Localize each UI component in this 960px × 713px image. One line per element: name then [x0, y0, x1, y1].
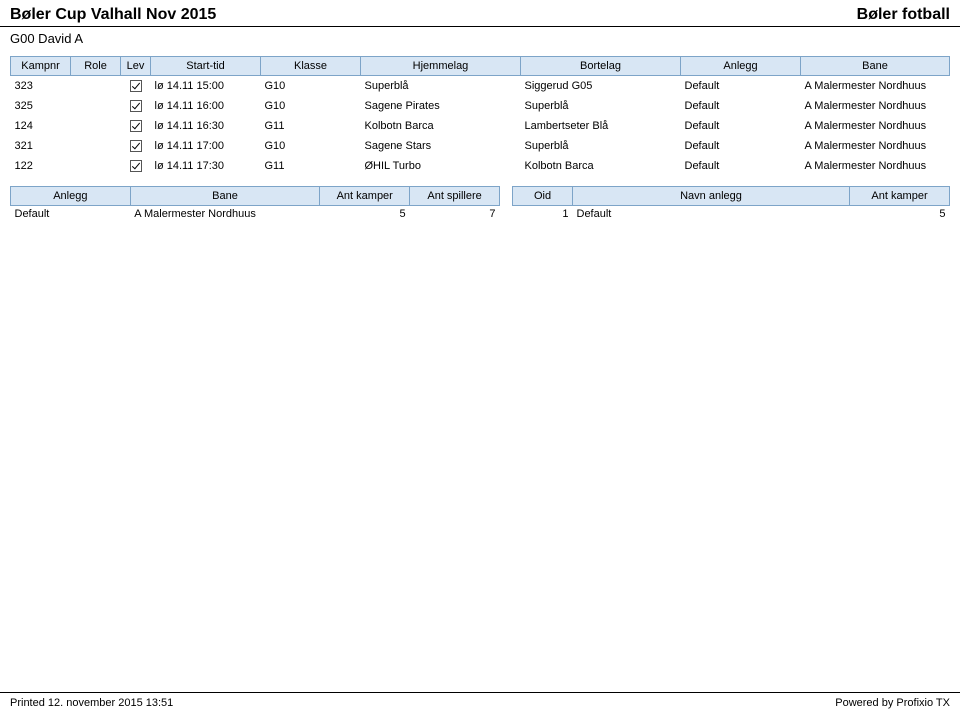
table-cell: A Malermester Nordhuus — [801, 136, 950, 156]
col-role: Role — [71, 57, 121, 76]
page-title-right: Bøler fotball — [857, 6, 950, 24]
table-cell: 5 — [850, 205, 950, 222]
team-subtitle: G00 David A — [0, 27, 960, 56]
table-cell: Superblå — [521, 96, 681, 116]
table-cell — [71, 76, 121, 96]
table-cell: 122 — [11, 156, 71, 176]
col-start: Start-tid — [151, 57, 261, 76]
table-cell: Sagene Stars — [361, 136, 521, 156]
table-cell: lø 14.11 17:00 — [151, 136, 261, 156]
lev-checkbox[interactable] — [130, 120, 142, 132]
col-anlegg: Anlegg — [681, 57, 801, 76]
table-cell: Superblå — [361, 76, 521, 96]
footer-powered: Powered by Profixio TX — [835, 697, 950, 709]
table-cell: Lambertseter Blå — [521, 116, 681, 136]
table-cell: ØHIL Turbo — [361, 156, 521, 176]
lev-cell — [121, 76, 151, 96]
table-row: 323 lø 14.11 15:00G10SuperblåSiggerud G05… — [11, 76, 950, 96]
table-cell: Default — [681, 116, 801, 136]
table-cell: 5 — [320, 205, 410, 222]
table-row: DefaultA Malermester Nordhuus57 — [11, 205, 500, 222]
lev-checkbox[interactable] — [130, 140, 142, 152]
table-cell: G10 — [261, 76, 361, 96]
page-title-left: Bøler Cup Valhall Nov 2015 — [10, 6, 216, 24]
table-cell: G10 — [261, 136, 361, 156]
table-cell: Kolbotn Barca — [361, 116, 521, 136]
col-sr-kamper: Ant kamper — [850, 186, 950, 205]
col-klasse: Klasse — [261, 57, 361, 76]
table-cell: Default — [681, 96, 801, 116]
matches-table: Kampnr Role Lev Start-tid Klasse Hjemmel… — [10, 56, 950, 176]
table-cell: Default — [681, 136, 801, 156]
col-bane: Bane — [801, 57, 950, 76]
col-bortelag: Bortelag — [521, 57, 681, 76]
col-sr-oid: Oid — [513, 186, 573, 205]
table-cell: A Malermester Nordhuus — [801, 96, 950, 116]
table-cell: G11 — [261, 116, 361, 136]
table-row: 325 lø 14.11 16:00G10Sagene PiratesSuperb… — [11, 96, 950, 116]
table-cell: G10 — [261, 96, 361, 116]
table-cell: Default — [681, 76, 801, 96]
table-cell — [71, 116, 121, 136]
table-cell: lø 14.11 16:30 — [151, 116, 261, 136]
lev-checkbox[interactable] — [130, 100, 142, 112]
lev-cell — [121, 116, 151, 136]
col-lev: Lev — [121, 57, 151, 76]
table-cell: 7 — [410, 205, 500, 222]
table-cell: G11 — [261, 156, 361, 176]
col-sl-bane: Bane — [130, 186, 320, 205]
col-sl-spillere: Ant spillere — [410, 186, 500, 205]
table-cell: 321 — [11, 136, 71, 156]
venue-summary-table: Anlegg Bane Ant kamper Ant spillere Defa… — [10, 186, 500, 222]
col-kampnr: Kampnr — [11, 57, 71, 76]
table-cell: Superblå — [521, 136, 681, 156]
lev-cell — [121, 156, 151, 176]
lev-checkbox[interactable] — [130, 160, 142, 172]
table-cell: Sagene Pirates — [361, 96, 521, 116]
table-cell: Kolbotn Barca — [521, 156, 681, 176]
table-cell: lø 14.11 15:00 — [151, 76, 261, 96]
lev-checkbox[interactable] — [130, 80, 142, 92]
table-cell: 1 — [513, 205, 573, 222]
table-cell — [71, 96, 121, 116]
footer-printed: Printed 12. november 2015 13:51 — [10, 697, 173, 709]
table-cell — [71, 136, 121, 156]
table-cell: A Malermester Nordhuus — [130, 205, 320, 222]
table-row: 1Default5 — [513, 205, 950, 222]
table-cell: lø 14.11 16:00 — [151, 96, 261, 116]
col-sr-navn: Navn anlegg — [573, 186, 850, 205]
table-cell: Siggerud G05 — [521, 76, 681, 96]
table-cell: Default — [11, 205, 131, 222]
col-sl-anlegg: Anlegg — [11, 186, 131, 205]
col-hjemmelag: Hjemmelag — [361, 57, 521, 76]
table-cell: lø 14.11 17:30 — [151, 156, 261, 176]
table-cell: 323 — [11, 76, 71, 96]
oid-summary-table: Oid Navn anlegg Ant kamper 1Default5 — [512, 186, 950, 222]
table-cell — [71, 156, 121, 176]
table-cell: 325 — [11, 96, 71, 116]
table-cell: 124 — [11, 116, 71, 136]
table-cell: Default — [573, 205, 850, 222]
table-cell: A Malermester Nordhuus — [801, 116, 950, 136]
lev-cell — [121, 96, 151, 116]
table-row: 124 lø 14.11 16:30G11Kolbotn BarcaLambert… — [11, 116, 950, 136]
table-row: 122 lø 14.11 17:30G11ØHIL TurboKolbotn Ba… — [11, 156, 950, 176]
table-cell: Default — [681, 156, 801, 176]
table-cell: A Malermester Nordhuus — [801, 156, 950, 176]
col-sl-kamper: Ant kamper — [320, 186, 410, 205]
table-row: 321 lø 14.11 17:00G10Sagene StarsSuperblå… — [11, 136, 950, 156]
lev-cell — [121, 136, 151, 156]
table-cell: A Malermester Nordhuus — [801, 76, 950, 96]
